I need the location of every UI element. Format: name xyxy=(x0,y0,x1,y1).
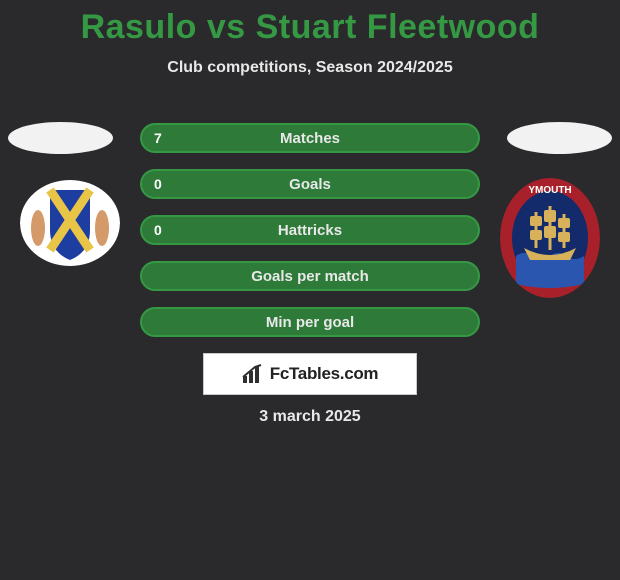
stat-value-left xyxy=(142,263,166,289)
stat-value-right xyxy=(454,171,478,197)
player-photo-right xyxy=(507,122,612,154)
stat-value-left: 7 xyxy=(142,125,174,151)
stat-value-left xyxy=(142,309,166,335)
stat-value-left: 0 xyxy=(142,217,174,243)
bar-chart-icon xyxy=(242,364,264,384)
stat-row: 0 Hattricks xyxy=(140,215,480,245)
club-badge-left xyxy=(20,178,120,268)
badge-ring-text: YMOUTH xyxy=(528,185,571,196)
stat-row: 0 Goals xyxy=(140,169,480,199)
player-photo-left xyxy=(8,122,113,154)
stat-value-right xyxy=(454,217,478,243)
page-title: Rasulo vs Stuart Fleetwood xyxy=(0,8,620,47)
stat-label: Hattricks xyxy=(278,222,342,239)
stat-value-right xyxy=(454,125,478,151)
stats-list: 7 Matches 0 Goals 0 Hattricks Goals per match M… xyxy=(140,123,480,337)
date-label: 3 march 2025 xyxy=(0,408,620,426)
club-badge-right: YMOUTH xyxy=(500,178,600,298)
comparison-card: Rasulo vs Stuart Fleetwood Club competit… xyxy=(0,0,620,580)
stat-label: Min per goal xyxy=(266,314,354,331)
stat-value-right xyxy=(454,263,478,289)
stat-row: Goals per match xyxy=(140,261,480,291)
stat-label: Goals xyxy=(289,176,331,193)
stat-row: 7 Matches xyxy=(140,123,480,153)
logo-text: FcTables.com xyxy=(270,364,379,384)
stat-value-left: 0 xyxy=(142,171,174,197)
stat-row: Min per goal xyxy=(140,307,480,337)
stat-value-right xyxy=(454,309,478,335)
subtitle: Club competitions, Season 2024/2025 xyxy=(0,59,620,77)
source-logo[interactable]: FcTables.com xyxy=(203,353,417,395)
stat-label: Matches xyxy=(280,130,340,147)
stat-label: Goals per match xyxy=(251,268,369,285)
